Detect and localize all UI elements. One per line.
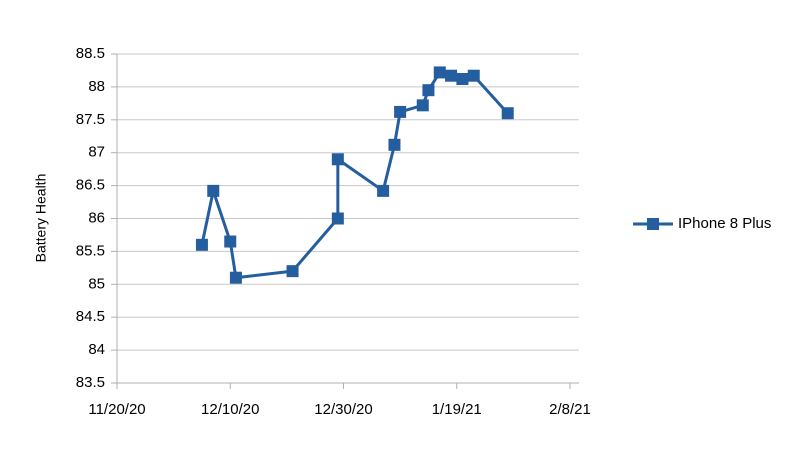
- y-tick-label: 85: [88, 275, 105, 292]
- x-tick-label: 1/19/21: [432, 401, 482, 418]
- legend-label: IPhone 8 Plus: [678, 215, 771, 232]
- y-tick-label: 88: [88, 78, 105, 95]
- y-tick-label: 87: [88, 144, 105, 161]
- data-point: [501, 107, 514, 120]
- y-tick-label: 83.5: [76, 374, 105, 391]
- data-point: [224, 235, 237, 248]
- legend-marker: [647, 218, 659, 230]
- data-point: [207, 184, 220, 197]
- x-tick-label: 11/20/20: [88, 401, 145, 418]
- data-point: [388, 138, 401, 151]
- data-point: [195, 238, 208, 251]
- y-tick-label: 88.5: [76, 45, 105, 62]
- y-tick-label: 85.5: [76, 242, 105, 259]
- data-line: [200, 70, 509, 280]
- data-point: [433, 66, 446, 79]
- data-point: [394, 105, 407, 118]
- y-tick-label: 86.5: [76, 177, 105, 194]
- data-point: [467, 69, 480, 82]
- data-point: [286, 265, 299, 278]
- data-point: [456, 73, 469, 86]
- y-tick-label: 84.5: [76, 308, 105, 325]
- data-point: [377, 184, 390, 197]
- x-tick-label: 12/10/20: [201, 401, 259, 418]
- x-tick-label: 2/8/21: [549, 401, 591, 418]
- y-axis-label: Battery Health: [33, 174, 49, 263]
- data-point: [331, 212, 344, 225]
- data-point: [331, 153, 344, 166]
- y-tick-label: 87.5: [76, 111, 105, 128]
- data-point: [445, 69, 458, 82]
- data-point: [422, 84, 435, 97]
- data-point: [416, 99, 429, 112]
- data-point: [229, 271, 242, 284]
- y-tick-label: 84: [88, 341, 105, 358]
- y-tick-label: 86: [88, 209, 105, 226]
- x-tick-label: 12/30/20: [314, 401, 372, 418]
